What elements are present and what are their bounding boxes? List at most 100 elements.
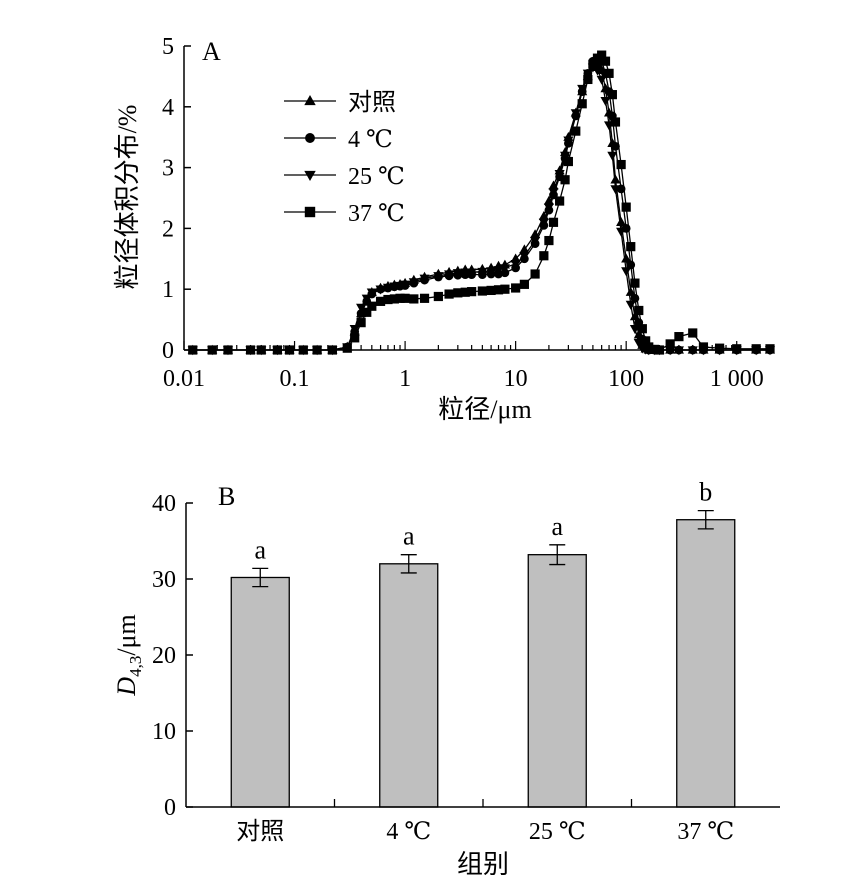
significance-label: a	[254, 535, 266, 564]
data-point-37	[256, 345, 266, 355]
data-point-37	[453, 288, 463, 298]
data-point-37	[272, 345, 283, 355]
panel-a-x-axis-title: 粒径/μm	[438, 395, 531, 424]
data-point-25	[596, 75, 607, 85]
panel-a-x-tick-label: 100	[608, 366, 644, 392]
data-point-37	[644, 342, 654, 352]
legend-label-25: 25 ℃	[348, 164, 405, 190]
bar-37	[676, 519, 736, 808]
panel-a-x-tick-label: 0.01	[163, 366, 205, 392]
panel-b-y-tick-label: 20	[152, 643, 176, 669]
panel-a-x-tick-label: 1	[399, 366, 411, 392]
data-point-25	[560, 151, 571, 161]
data-point-25	[382, 283, 394, 293]
data-point-item	[621, 253, 632, 263]
data-point-25	[600, 97, 611, 107]
data-point-37	[342, 343, 352, 353]
panel-a: A 0 1 2 3 4 5 0.01 0.1 1 10 100 1 000 对照 4 ℃ 25 ℃ 37 …	[113, 34, 776, 424]
legend-label-37: 37 ℃	[348, 201, 405, 227]
panel-b-x-tick-label: 25 ℃	[529, 819, 586, 845]
data-point-item	[616, 217, 627, 226]
data-point-37	[477, 286, 487, 296]
data-point-25	[629, 325, 640, 335]
data-point-25	[499, 264, 510, 274]
data-point-37	[560, 175, 570, 185]
data-point-25	[400, 280, 411, 290]
data-point-25	[477, 267, 488, 277]
panel-a-y-axis-title: 粒径体积分布/%	[113, 105, 142, 290]
data-point-25	[375, 285, 386, 295]
panel-a-x-tick-label: 1 000	[710, 366, 764, 392]
panel-b-y-axis-title: D4,3/μm	[112, 614, 145, 696]
data-point-25	[530, 236, 541, 246]
data-point-37	[223, 345, 233, 355]
data-point-37	[419, 293, 430, 303]
data-point-25	[510, 259, 521, 269]
data-point-37	[616, 159, 626, 170]
data-point-25	[444, 270, 455, 280]
data-point-25	[366, 288, 377, 298]
data-point-37	[500, 284, 510, 294]
data-point-37	[383, 294, 393, 305]
data-point-37	[400, 293, 410, 303]
legend-marker-25	[304, 170, 316, 181]
panel-b-x-axis-title: 组别	[457, 850, 509, 879]
panel-a-y-tick-label: 2	[162, 216, 174, 242]
panel-a-x-tick-label: 0.1	[280, 366, 310, 392]
data-point-37	[610, 117, 621, 127]
series-line-4	[192, 57, 770, 351]
panel-b: B a a a b 0 10 20 30 40 对照 4 ℃ 25 ℃ 37 ℃ 组别 D4,3/μ…	[112, 478, 780, 879]
data-point-37	[486, 285, 496, 296]
legend-marker-item	[304, 95, 316, 106]
bar-4	[379, 563, 439, 808]
legend-marker-4	[305, 133, 315, 143]
panel-a-y-tick-label: 5	[162, 34, 174, 60]
data-point-37	[555, 196, 565, 206]
panel-b-y-tick-label: 40	[152, 491, 176, 517]
data-point-37	[395, 293, 405, 303]
data-point-37	[460, 287, 470, 297]
data-point-37	[493, 285, 504, 295]
data-point-37	[327, 345, 337, 355]
bar-25	[527, 554, 587, 808]
data-point-37	[607, 90, 617, 100]
data-point-37	[548, 217, 559, 227]
data-point-37	[409, 294, 419, 304]
data-point-37	[604, 68, 614, 78]
data-point-37	[356, 318, 366, 328]
significance-label: a	[551, 512, 563, 541]
data-point-37	[649, 344, 659, 354]
legend-label-4: 4 ℃	[348, 127, 393, 153]
data-point-25	[592, 66, 603, 76]
panel-a-y-tick-label: 3	[162, 156, 174, 182]
data-point-37	[350, 333, 360, 343]
panel-b-y-tick-label: 10	[152, 719, 176, 745]
data-point-25	[486, 267, 497, 277]
panel-a-x-tick-label: 10	[504, 366, 528, 392]
panel-b-label: B	[218, 482, 235, 511]
data-point-37	[577, 99, 587, 109]
series-37	[188, 50, 775, 355]
data-point-25	[563, 136, 574, 146]
data-point-25	[665, 346, 676, 356]
data-point-37	[765, 344, 775, 354]
series-line-item	[192, 63, 770, 351]
data-point-37	[188, 345, 198, 355]
data-point-25	[673, 346, 684, 356]
data-point-25	[554, 170, 565, 179]
significance-label: b	[699, 478, 712, 507]
data-point-25	[610, 185, 621, 195]
data-point-item	[625, 286, 636, 296]
panel-b-y-axis: 0 10 20 30 40	[152, 491, 193, 821]
data-point-37	[688, 328, 698, 338]
data-point-37	[444, 289, 454, 299]
panel-b-y-tick-label: 30	[152, 567, 176, 593]
data-point-25	[607, 151, 618, 161]
data-point-37	[530, 269, 540, 279]
series-item	[187, 58, 776, 354]
panel-a-label: A	[202, 37, 221, 66]
series-line-25	[192, 66, 770, 351]
data-point-37	[641, 336, 651, 346]
bar-item	[230, 576, 290, 808]
panel-a-y-tick-label: 4	[162, 95, 174, 121]
